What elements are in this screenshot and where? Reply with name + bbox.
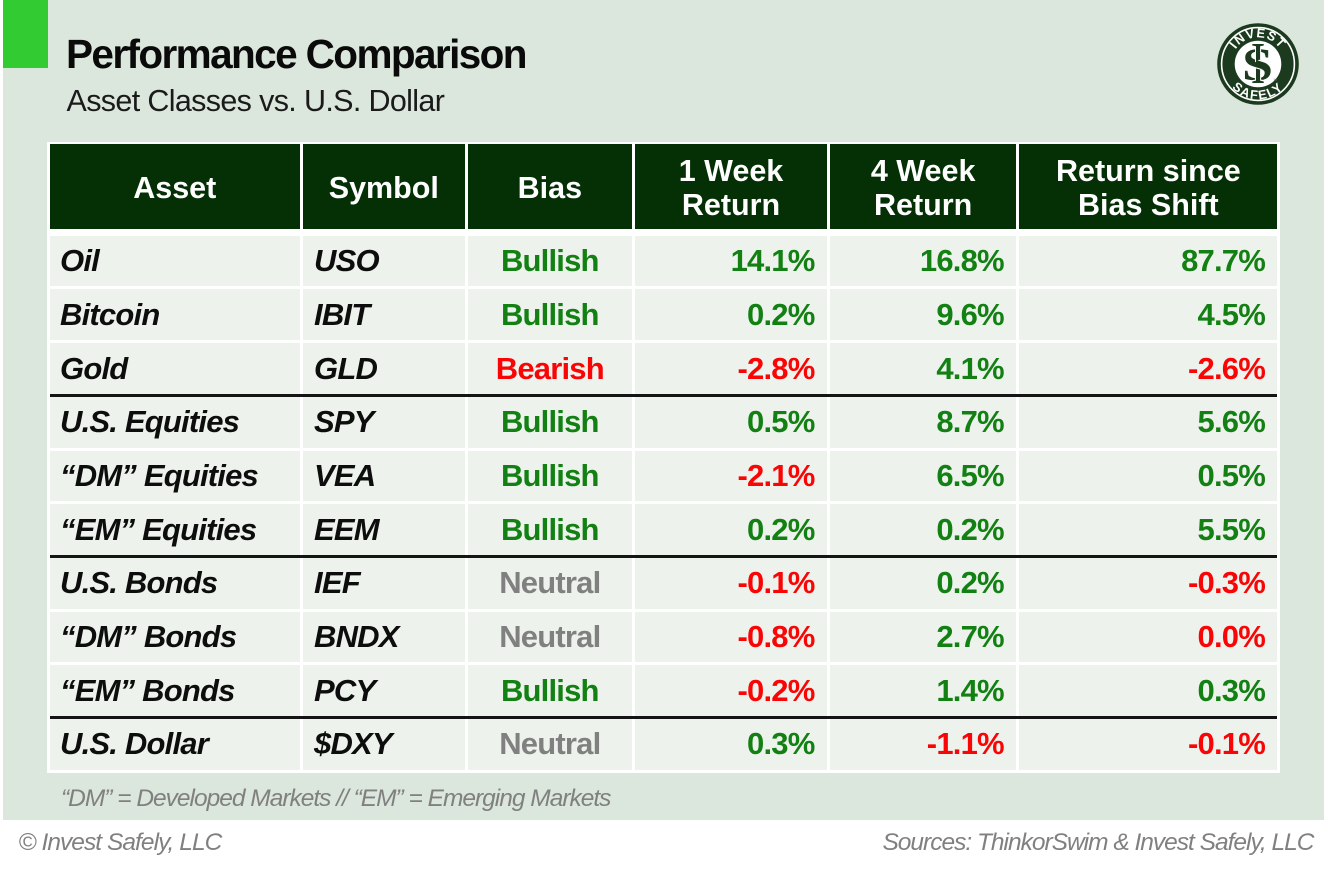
- svg-text:™: ™: [1273, 78, 1278, 83]
- svg-text:I: I: [1251, 32, 1266, 97]
- svg-text:SAFELY: SAFELY: [1230, 79, 1287, 103]
- svg-text:S: S: [1242, 40, 1273, 92]
